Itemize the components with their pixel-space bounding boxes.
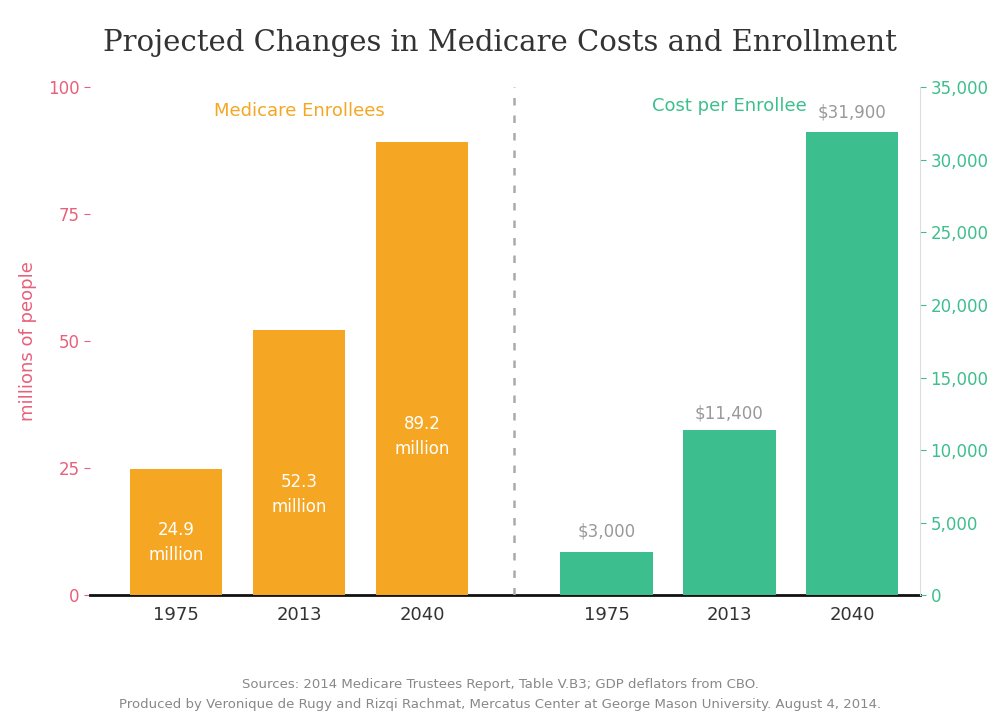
Text: 52.3
million: 52.3 million [271, 473, 327, 515]
Text: 89.2
million: 89.2 million [394, 415, 450, 458]
Bar [376, 142, 468, 595]
Text: 24.9
million: 24.9 million [148, 521, 204, 563]
Text: $11,400: $11,400 [695, 404, 764, 423]
Bar [683, 430, 776, 595]
Bar [130, 469, 222, 595]
Text: $3,000: $3,000 [577, 522, 636, 540]
Bar [253, 330, 345, 595]
Bar [806, 132, 898, 595]
Text: $31,900: $31,900 [818, 104, 887, 122]
Text: Medicare Enrollees: Medicare Enrollees [214, 102, 384, 121]
Text: Sources: 2014 Medicare Trustees Report, Table V.B3; GDP deflators from CBO.
Prod: Sources: 2014 Medicare Trustees Report, … [119, 679, 881, 711]
Text: Cost per Enrollee: Cost per Enrollee [652, 97, 807, 115]
Bar [560, 552, 653, 595]
Y-axis label: millions of people: millions of people [19, 261, 37, 421]
Text: Projected Changes in Medicare Costs and Enrollment: Projected Changes in Medicare Costs and … [103, 29, 897, 57]
